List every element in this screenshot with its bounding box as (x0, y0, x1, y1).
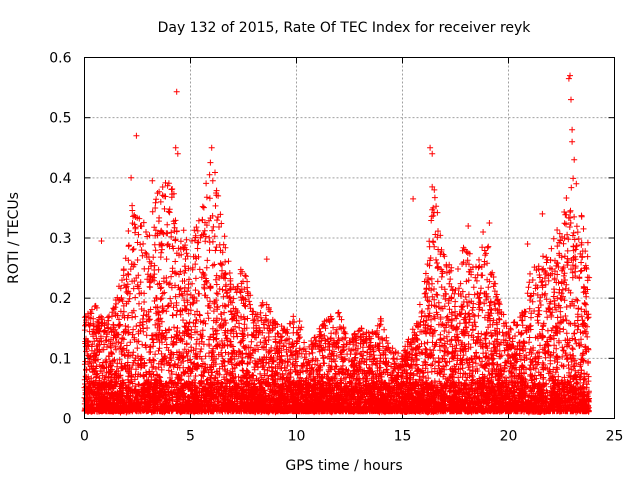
x-axis-label: GPS time / hours (285, 458, 402, 474)
y-tick-label: 0.6 (49, 51, 71, 67)
x-tick-label: 10 (288, 429, 306, 445)
y-tick-label: 0.3 (49, 231, 71, 247)
x-tick-label: 15 (394, 429, 412, 445)
roti-series-points (81, 72, 593, 416)
axis-ticks: 0 0.1 0.2 0.3 0.4 0.5 0.6 0 5 10 15 20 25 (49, 51, 623, 445)
x-tick-label: 0 (80, 429, 89, 445)
y-axis-label: ROTI / TECUs (6, 192, 22, 284)
chart-title: Day 132 of 2015, Rate Of TEC Index for r… (158, 20, 532, 36)
x-tick-label: 5 (186, 429, 195, 445)
plot-frame (84, 57, 615, 419)
y-tick-label: 0.4 (49, 171, 71, 187)
x-tick-label: 25 (606, 429, 624, 445)
x-tick-label: 20 (500, 429, 518, 445)
y-tick-label: 0.5 (49, 111, 71, 127)
y-tick-label: 0 (63, 412, 72, 428)
y-tick-label: 0.1 (49, 351, 71, 367)
data-points (81, 72, 593, 416)
y-tick-label: 0.2 (49, 291, 71, 307)
